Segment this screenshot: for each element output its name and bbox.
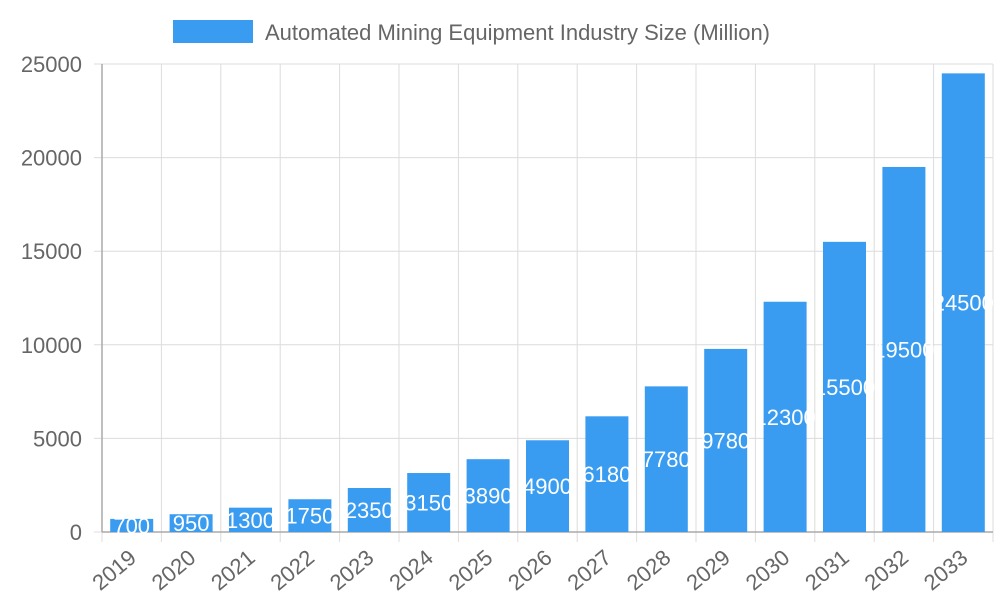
bar-2027 [585, 416, 629, 532]
x-tick-label: 2022 [266, 545, 320, 596]
x-tick-label: 2031 [800, 545, 854, 596]
bar-2019 [110, 518, 154, 532]
x-tick-label: 2019 [87, 545, 141, 596]
bar-2022 [288, 499, 332, 532]
bar-2023 [347, 488, 391, 532]
bar-2020 [169, 514, 213, 532]
data-label: 2350 [345, 498, 394, 523]
bar-2025 [466, 459, 510, 532]
data-label: 7780 [642, 447, 691, 472]
y-tick-label: 5000 [33, 426, 82, 451]
bar-2030 [763, 301, 807, 532]
x-tick-label: 2029 [681, 545, 735, 596]
data-label: 24500 [933, 291, 994, 316]
data-label: 1300 [226, 508, 275, 533]
data-label: 19500 [873, 337, 934, 362]
bar-2021 [229, 507, 272, 532]
data-label: 15500 [814, 375, 875, 400]
y-tick-label: 20000 [21, 146, 82, 171]
x-tick-label: 2024 [384, 545, 438, 596]
legend-swatch [173, 20, 253, 43]
data-label: 4900 [523, 474, 572, 499]
bar-2032 [882, 166, 926, 532]
y-tick-label: 0 [70, 520, 82, 545]
x-tick-label: 2032 [860, 545, 914, 596]
x-tick-label: 2023 [325, 545, 379, 596]
x-tick-label: 2020 [147, 545, 201, 596]
data-label: 9780 [701, 428, 750, 453]
y-tick-label: 25000 [21, 52, 82, 77]
data-label: 1750 [285, 504, 334, 529]
x-tick-label: 2030 [741, 545, 795, 596]
bar-2024 [407, 473, 451, 532]
bar-2031 [823, 241, 866, 532]
data-label: 12300 [755, 405, 816, 430]
x-tick-label: 2021 [206, 545, 260, 596]
x-tick-label: 2028 [622, 545, 676, 596]
data-label: 6180 [582, 462, 631, 487]
data-label: 700 [113, 513, 150, 538]
y-tick-label: 10000 [21, 333, 82, 358]
data-label: 3150 [404, 491, 453, 516]
bar-2026 [526, 440, 569, 532]
x-tick-label: 2025 [444, 545, 498, 596]
data-label: 950 [173, 511, 210, 536]
bar-2028 [644, 386, 688, 532]
y-tick-label: 15000 [21, 239, 82, 264]
x-tick-label: 2027 [563, 545, 617, 596]
x-tick-label: 2033 [919, 545, 973, 596]
data-label: 3890 [464, 484, 513, 509]
legend-label: Automated Mining Equipment Industry Size… [265, 20, 770, 45]
x-tick-label: 2026 [503, 545, 557, 596]
bar-2029 [704, 348, 748, 532]
bar-2033 [941, 73, 985, 533]
